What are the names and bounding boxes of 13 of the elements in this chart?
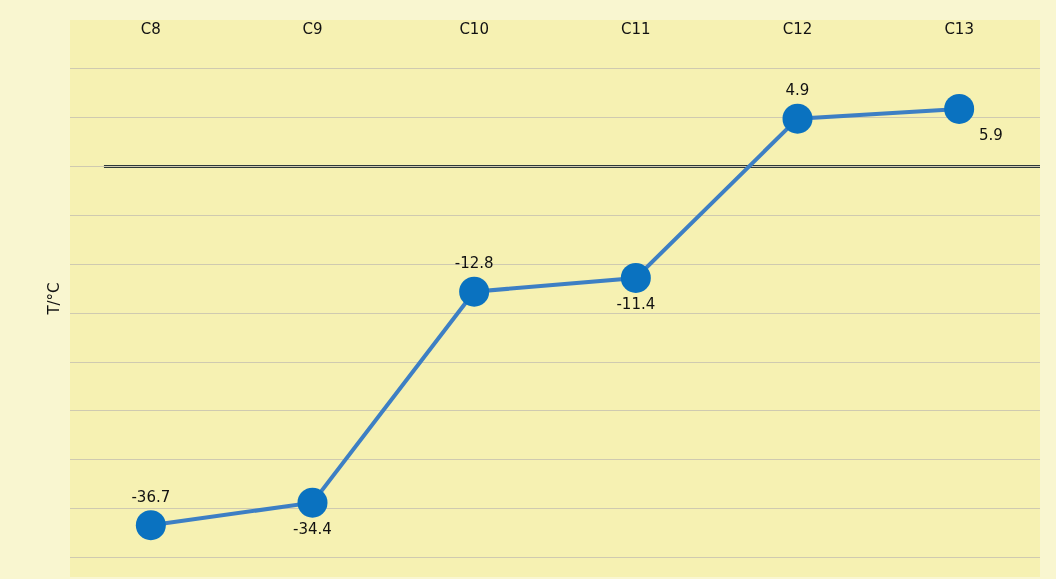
- y-axis-title: T/°C: [45, 282, 64, 316]
- data-label: 5.9: [978, 125, 1003, 144]
- data-label: -12.8: [454, 254, 494, 273]
- data-label: -11.4: [616, 294, 656, 313]
- data-label: 4.9: [785, 81, 810, 100]
- x-tick-label: C9: [302, 19, 323, 38]
- x-tick-label: C12: [782, 19, 813, 38]
- data-label: -34.4: [293, 519, 332, 538]
- x-tick-label: C11: [621, 19, 651, 38]
- x-tick-label: C8: [140, 19, 161, 38]
- x-tick-label: C13: [944, 19, 974, 38]
- data-label: -36.7: [131, 487, 171, 506]
- x-tick-label: C10: [459, 19, 489, 38]
